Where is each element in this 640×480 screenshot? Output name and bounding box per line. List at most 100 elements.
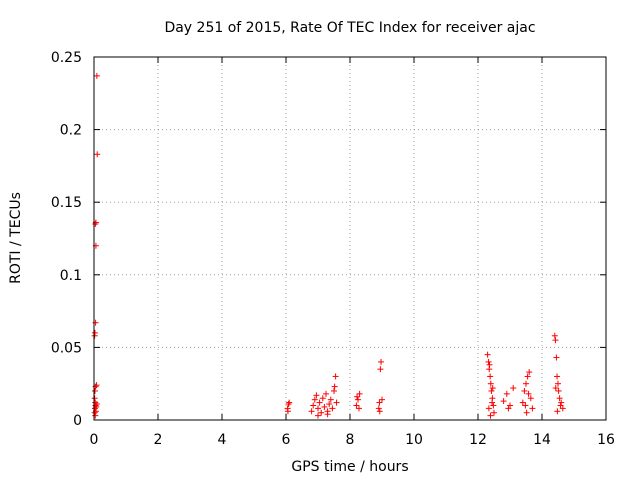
data-point: [310, 402, 317, 409]
data-point: [558, 399, 565, 406]
data-point: [331, 383, 338, 390]
data-point: [91, 395, 98, 402]
data-point: [333, 399, 340, 406]
y-tick-label: 0: [73, 413, 82, 429]
data-point: [521, 387, 528, 394]
data-point: [552, 385, 559, 392]
data-point: [485, 405, 492, 412]
data-point: [315, 405, 321, 412]
data-point: [500, 398, 507, 405]
data-point: [376, 408, 383, 415]
data-point: [555, 387, 562, 394]
data-point: [311, 396, 318, 403]
x-tick-label: 4: [218, 432, 227, 448]
data-point: [319, 395, 326, 402]
data-point: [377, 366, 384, 373]
data-point: [490, 402, 497, 409]
data-point: [525, 390, 532, 397]
y-tick-label: 0.1: [60, 268, 82, 284]
data-point: [553, 354, 560, 361]
data-point: [94, 151, 101, 158]
x-tick-label: 0: [90, 432, 99, 448]
x-tick-labels: 0 2 4 6 8 10 12 14 16: [90, 432, 615, 448]
data-point: [93, 401, 100, 408]
data-point: [285, 401, 292, 408]
data-point: [355, 396, 361, 403]
x-tick-label: 14: [533, 432, 551, 448]
data-point: [375, 405, 382, 412]
data-point: [356, 390, 363, 397]
data-point: [486, 361, 493, 368]
data-point: [327, 396, 334, 403]
data-point: [485, 358, 492, 365]
data-point: [355, 405, 362, 412]
x-tick-label: 16: [597, 432, 615, 448]
data-point: [503, 390, 510, 397]
data-point: [376, 399, 383, 406]
y-tick-label: 0.15: [51, 195, 82, 211]
data-point: [523, 380, 529, 387]
data-point: [316, 399, 323, 406]
y-tick-label: 0.05: [51, 340, 82, 356]
data-point: [91, 405, 98, 412]
data-point: [505, 405, 512, 412]
data-point: [526, 369, 533, 376]
data-point: [554, 373, 561, 380]
data-point: [315, 412, 321, 419]
x-tick-label: 8: [346, 432, 355, 448]
data-point: [378, 358, 385, 365]
data-point: [487, 380, 494, 387]
data-point: [92, 220, 99, 227]
data-points: [91, 72, 566, 419]
data-point: [323, 390, 329, 397]
data-point: [556, 395, 563, 402]
data-point: [324, 411, 331, 418]
data-point: [488, 387, 495, 394]
data-point: [519, 399, 526, 406]
data-point: [93, 382, 100, 389]
data-point: [555, 380, 561, 387]
data-point: [489, 385, 496, 392]
data-point: [329, 405, 336, 412]
data-point: [551, 332, 558, 339]
x-tick-label: 6: [282, 432, 291, 448]
data-point: [552, 337, 559, 344]
data-point: [522, 402, 529, 409]
data-point: [326, 401, 333, 408]
y-tick-labels: 0 0.05 0.1 0.15 0.2 0.25: [51, 50, 82, 429]
data-point: [354, 393, 361, 400]
data-point: [91, 329, 98, 336]
y-tick-label: 0.25: [51, 50, 82, 66]
data-point: [91, 387, 98, 394]
data-point: [523, 409, 530, 416]
chart-title: Day 251 of 2015, Rate Of TEC Index for r…: [164, 20, 535, 36]
data-point: [284, 408, 291, 415]
data-point: [487, 373, 494, 380]
data-point: [353, 402, 360, 409]
data-point: [331, 387, 337, 394]
data-point: [524, 373, 531, 380]
data-point: [559, 405, 566, 412]
x-tick-label: 10: [405, 432, 423, 448]
plot-frame: [93, 56, 607, 421]
data-point: [554, 408, 561, 415]
data-point: [529, 405, 536, 412]
data-point: [286, 399, 293, 406]
data-point: [491, 409, 497, 416]
data-point: [527, 395, 534, 402]
y-tick-label: 0.2: [60, 123, 82, 139]
data-point: [321, 403, 328, 410]
x-tick-label: 12: [469, 432, 487, 448]
y-axis-label: ROTI / TECUs: [8, 192, 24, 284]
data-point: [510, 385, 517, 392]
data-point: [332, 373, 339, 380]
data-point: [318, 409, 325, 416]
data-point: [487, 412, 494, 419]
data-point: [92, 412, 99, 419]
x-axis-label: GPS time / hours: [291, 459, 408, 475]
data-point: [93, 72, 100, 79]
data-point: [313, 392, 320, 399]
data-point: [379, 396, 385, 403]
x-tick-label: 2: [154, 432, 163, 448]
